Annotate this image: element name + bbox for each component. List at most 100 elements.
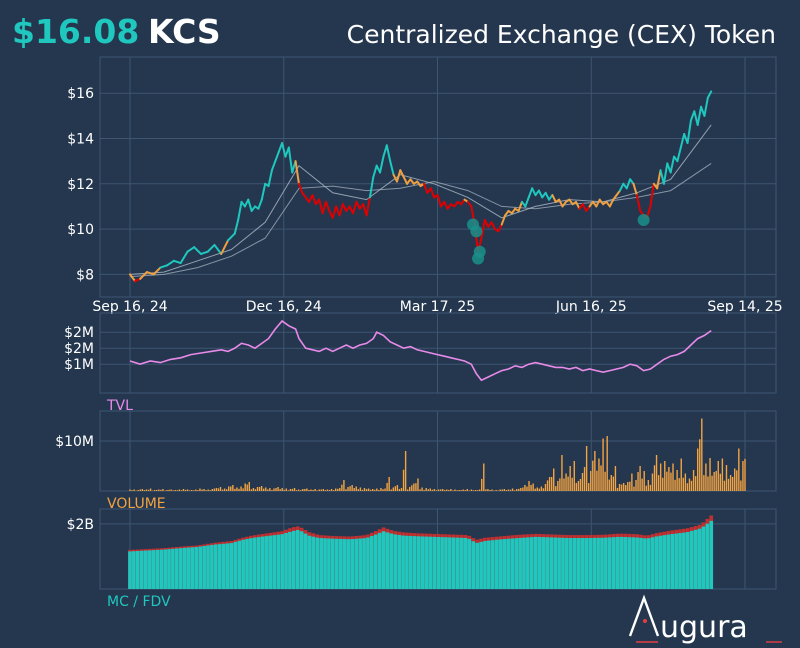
logo-a-shape	[628, 594, 660, 637]
volume-bar	[355, 486, 357, 491]
mcap-bar	[147, 550, 152, 589]
mcap-bar	[623, 537, 628, 589]
mcap-bar	[627, 537, 632, 589]
volume-bar	[538, 488, 541, 491]
volume-bar	[439, 489, 442, 491]
price-line-segment	[696, 105, 703, 126]
price-line-segment	[531, 187, 537, 197]
price-line-segment	[172, 259, 182, 265]
volume-bar	[275, 487, 277, 491]
volume-bar	[347, 487, 349, 491]
price-line-segment	[287, 146, 294, 174]
mcap-bar	[155, 549, 160, 589]
mcap-bar	[167, 549, 171, 589]
volume-bar	[223, 488, 226, 491]
mcap-bar	[518, 537, 522, 589]
mcap-bar	[533, 536, 538, 589]
volume-bar	[462, 489, 464, 491]
mcap-bar	[334, 538, 339, 589]
x-axis-label: Sep 16, 24	[92, 299, 167, 315]
price-line-segment	[385, 144, 392, 163]
volume-bar	[186, 489, 189, 491]
mcap-bar	[323, 538, 327, 589]
volume-bar	[641, 478, 643, 491]
volume-bar	[386, 482, 388, 491]
mcap-bar	[615, 536, 620, 589]
mcap_fdv-title: MC / FDV	[107, 594, 171, 610]
volume-bar	[690, 480, 693, 491]
volume-bar	[703, 475, 705, 491]
volume-bar	[672, 463, 674, 491]
mcap-bar	[420, 536, 425, 589]
volume-bar	[542, 488, 545, 491]
volume-bar	[199, 488, 201, 491]
mcap-bar	[678, 533, 682, 589]
volume-bar	[555, 486, 557, 491]
volume-bar	[427, 489, 429, 491]
price-line-segment	[281, 142, 287, 158]
volume-bar	[176, 490, 179, 491]
volume-bar	[160, 489, 162, 491]
price-line-segment	[422, 182, 429, 194]
mcap-bar	[280, 534, 284, 589]
mcap-bar	[455, 537, 460, 589]
mcap-bar	[494, 539, 499, 589]
price-moving-average-long	[129, 162, 712, 278]
volume-bar	[162, 489, 164, 491]
volume-bar	[308, 489, 310, 491]
mcap-bar	[272, 535, 277, 589]
price-line-segment	[625, 178, 632, 190]
mcap-bar	[592, 537, 597, 589]
mcap-bar	[658, 535, 663, 589]
mcap-bar	[174, 548, 179, 589]
volume-bar	[431, 489, 434, 491]
volume-bar	[421, 487, 423, 491]
volume-bar	[230, 486, 232, 491]
mcap-bar	[596, 537, 600, 589]
volume-bar	[645, 485, 647, 491]
volume-bar	[682, 477, 684, 491]
volume-bar	[713, 472, 715, 491]
volume-bar	[581, 473, 584, 491]
mcap-bar	[397, 535, 401, 589]
volume-bar	[326, 489, 329, 491]
volume-bar	[250, 489, 253, 491]
mcap-bar	[498, 539, 503, 589]
price-line-segment	[436, 194, 442, 208]
volume-bar	[341, 484, 343, 491]
price-line-segment	[389, 160, 395, 176]
volume-bar	[546, 480, 549, 491]
volume-bar	[723, 480, 726, 491]
mcap-bar	[252, 537, 257, 589]
volume-bar	[649, 484, 652, 491]
volume-bar	[217, 488, 220, 491]
volume-bar	[738, 448, 740, 491]
token-symbol: KCS	[148, 12, 221, 51]
volume-bar	[376, 488, 378, 491]
mcap-bar	[666, 534, 671, 589]
volume-bar	[139, 489, 141, 491]
mcap-bar	[611, 537, 616, 589]
volume-bar	[577, 481, 580, 491]
volume-bar	[633, 486, 635, 491]
volume-bar	[293, 488, 296, 491]
price-line-segment	[193, 246, 202, 255]
chart-header: $16.08 KCS Centralized Exchange (CEX) To…	[0, 0, 800, 56]
price-line-segment	[341, 203, 348, 212]
mcap-bar	[213, 544, 218, 589]
volume-bar	[443, 489, 446, 491]
volume-bar	[244, 483, 246, 491]
price-moving-average-short	[129, 124, 712, 275]
volume-bar	[520, 488, 522, 491]
price-line-segment	[321, 200, 327, 215]
volume-bar	[332, 490, 335, 491]
mcap-bar	[358, 538, 362, 589]
mcap-bar	[514, 538, 519, 589]
mcap-bar	[202, 546, 206, 589]
mcap-bar	[490, 540, 495, 589]
volume-bar	[283, 489, 285, 491]
volume-bar	[228, 486, 230, 491]
volume-bar	[365, 489, 368, 491]
volume-bar	[345, 489, 347, 491]
